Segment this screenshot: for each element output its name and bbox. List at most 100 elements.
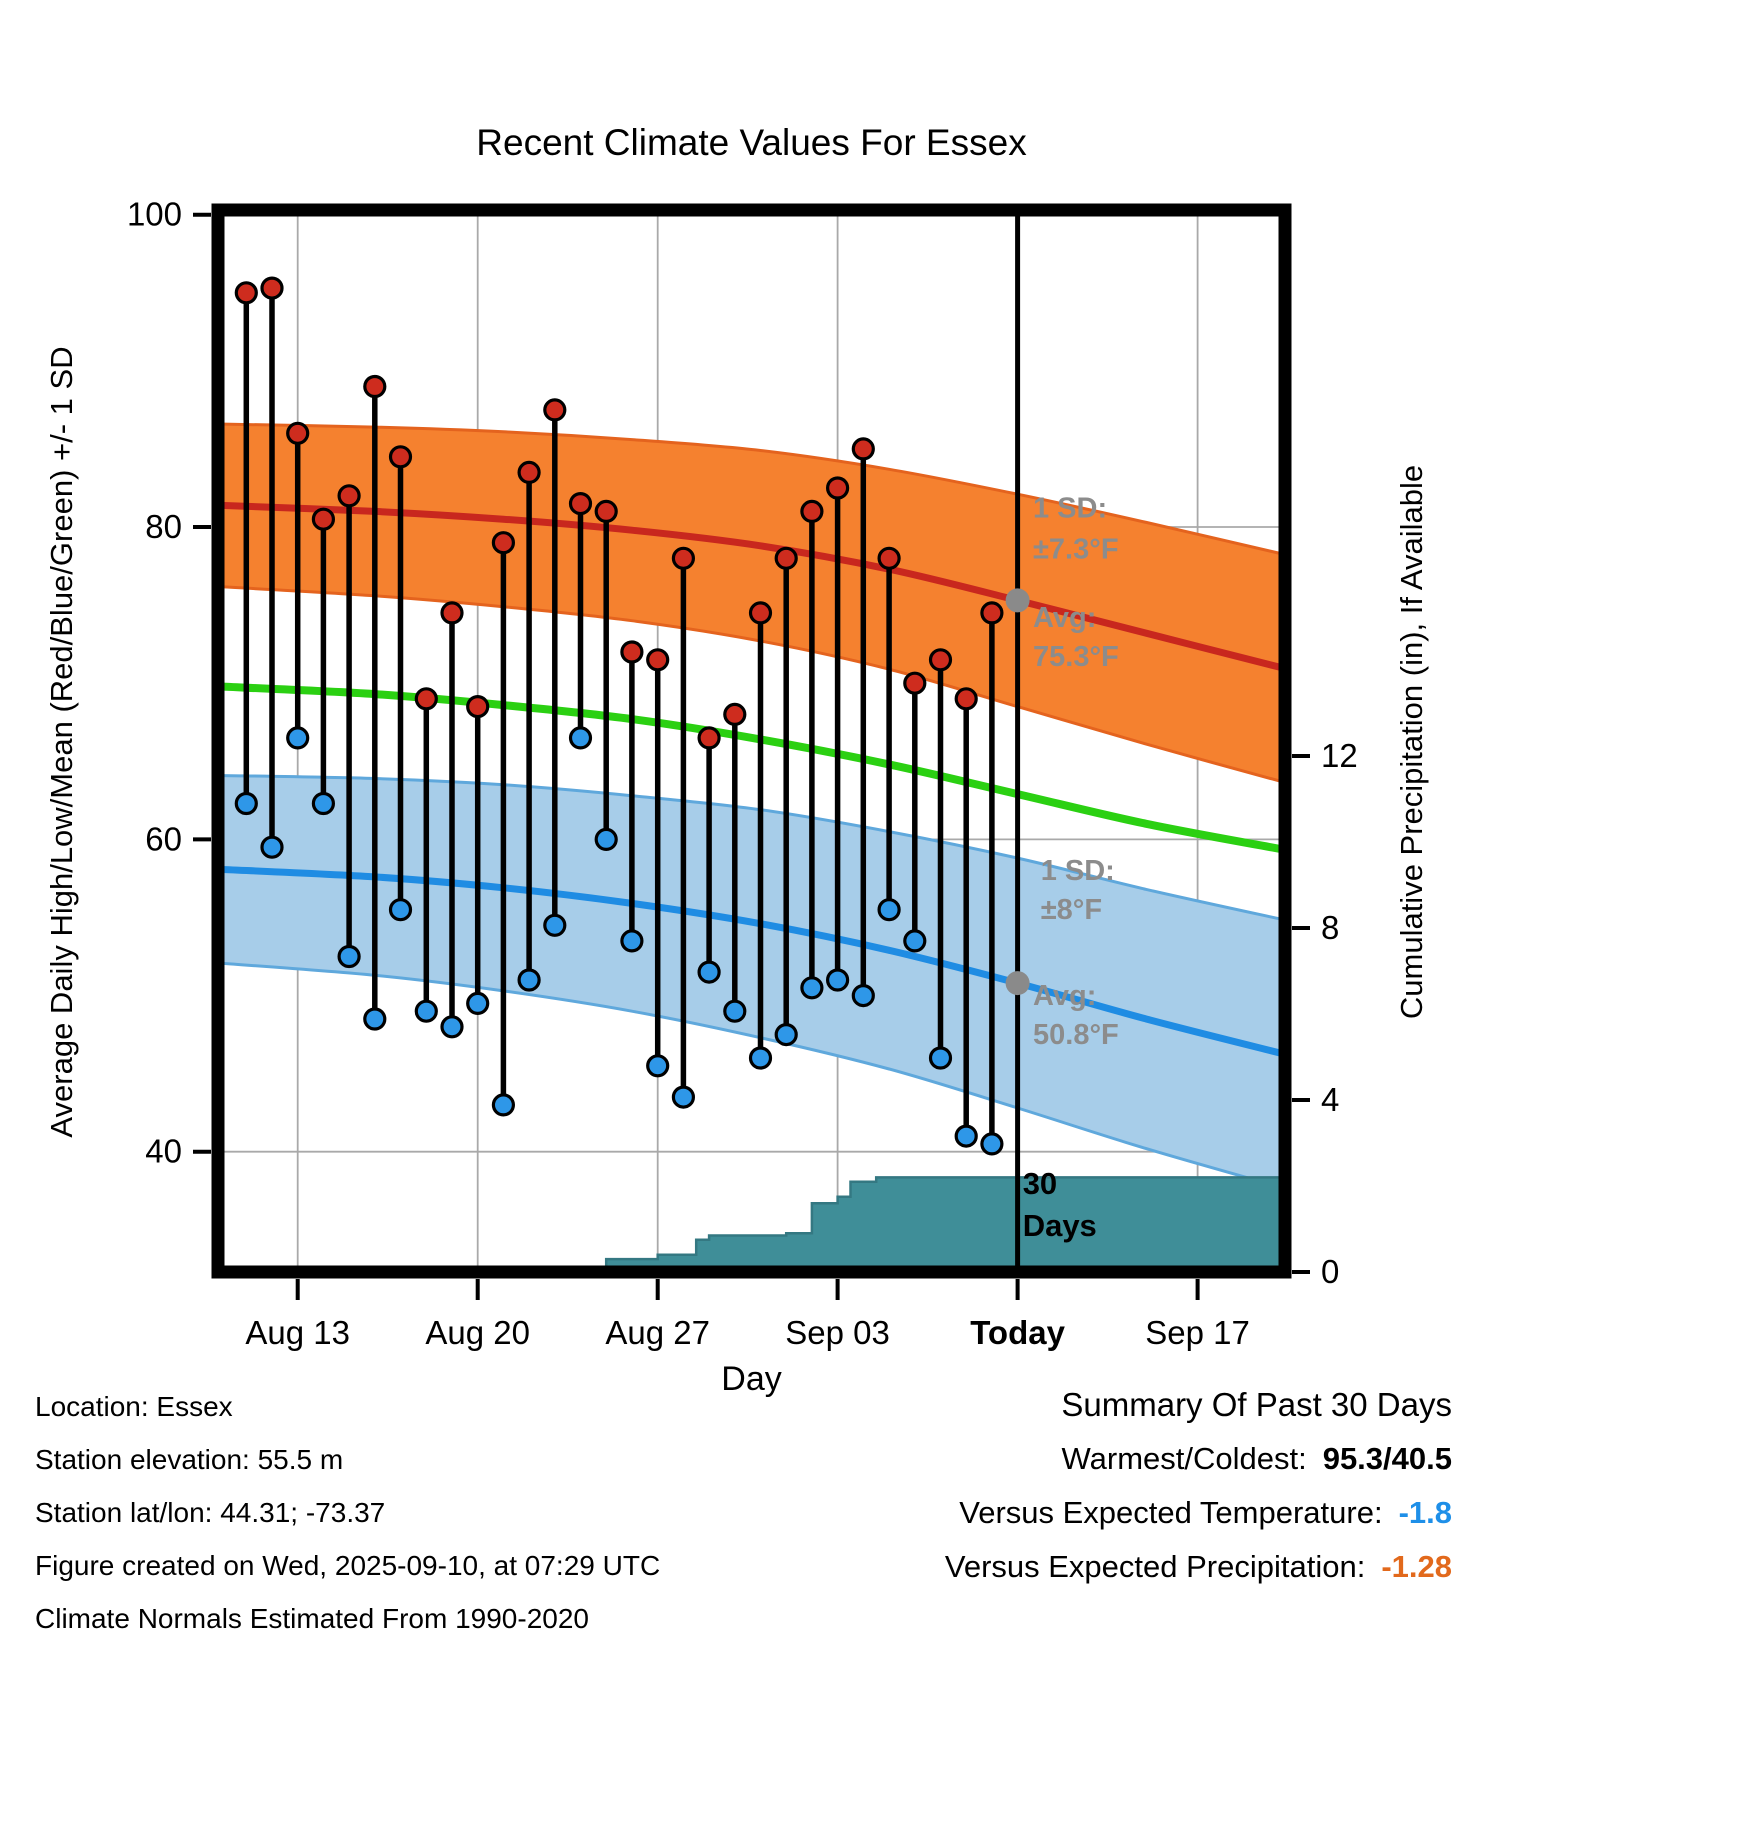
high-point	[517, 460, 541, 484]
today-avg-high-dot	[1005, 588, 1030, 613]
annotation-text: ±8°F	[1041, 894, 1102, 926]
low-point	[928, 1046, 953, 1070]
low-point	[620, 929, 644, 953]
summary-row-vs-precipitation: Versus Expected Precipitation: -1.28	[945, 1540, 1452, 1594]
high-point	[466, 694, 490, 719]
avg-high-line	[218, 501, 1285, 673]
summary-value: 95.3/40.5	[1322, 1441, 1452, 1476]
annotation-text: Avg:	[1033, 980, 1096, 1012]
y-axis-left-label: Average Daily High/Low/Mean (Red/Blue/Gr…	[44, 346, 79, 1138]
low-point	[774, 1022, 798, 1047]
axis-tick-labels: 40 60 80 100 0 4 8 12 Aug 13 Aug 20 Aug 27 Sep 03 To…	[127, 196, 1358, 1351]
temp-tick-label: 60	[145, 820, 182, 857]
high-point	[594, 499, 618, 523]
low-point	[260, 835, 284, 859]
axis-ticks	[193, 212, 1310, 1300]
x-tick-label: Aug 13	[245, 1314, 350, 1351]
chart-title: Recent Climate Values For Essex	[476, 122, 1027, 163]
low-point	[851, 983, 875, 1008]
summary-label: Versus Expected Temperature:	[959, 1495, 1383, 1530]
high-point	[414, 687, 438, 711]
low-point	[363, 1007, 387, 1031]
temp-tick-label: 80	[145, 508, 182, 545]
high-point	[877, 546, 901, 570]
station-location-line: Location: Essex	[35, 1391, 233, 1422]
x-axis-label: Day	[721, 1360, 782, 1398]
low-point	[234, 791, 258, 816]
low-point	[311, 791, 335, 816]
x-tick-label: Sep 03	[785, 1314, 890, 1351]
high-point	[748, 601, 773, 625]
low-point	[543, 913, 567, 937]
summary-label: Warmest/Coldest:	[1061, 1441, 1307, 1476]
high-point	[363, 374, 387, 399]
high-point	[954, 687, 978, 711]
high-point	[234, 281, 258, 305]
low-point	[388, 898, 413, 922]
plot-frame	[211, 203, 1292, 1279]
summary-value: -1.8	[1398, 1495, 1452, 1530]
annotation-text: 75.3°F	[1033, 641, 1119, 673]
low-point	[517, 968, 541, 992]
high-point	[980, 601, 1004, 625]
high-point	[337, 484, 361, 508]
summary-value: -1.28	[1381, 1549, 1452, 1584]
plot-area	[218, 422, 1285, 1272]
x-tick-label: Today	[970, 1314, 1065, 1351]
low-point	[440, 1015, 464, 1039]
x-tick-label: Aug 27	[605, 1314, 710, 1351]
low-point	[414, 999, 438, 1023]
climate-chart: 40 60 80 100 0 4 8 12 Aug 13 Aug 20 Aug 27 Sep 03 To…	[127, 196, 1358, 1351]
high-point	[440, 601, 464, 625]
y-axis-right-label: Cumulative Precipitation (in), If Availa…	[1394, 464, 1429, 1020]
annotation-text: 30	[1023, 1166, 1057, 1201]
summary-row-warmest-coldest: Warmest/Coldest: 95.3/40.5	[945, 1432, 1452, 1486]
annotation-text: 1 SD:	[1041, 855, 1115, 887]
low-point	[723, 999, 747, 1023]
cumulative-precip-area	[579, 1176, 1285, 1272]
temp-tick-label: 100	[127, 196, 182, 233]
station-info: Location: Essex Station elevation: 55.5 …	[35, 1380, 660, 1645]
daily-dots	[234, 276, 1004, 1156]
high-point	[774, 546, 798, 570]
high-point	[928, 648, 953, 672]
high-point	[851, 437, 875, 461]
high-point	[697, 726, 721, 750]
high-point	[543, 398, 567, 422]
station-latlon-line: Station lat/lon: 44.31; -73.37	[35, 1497, 386, 1528]
low-point	[646, 1054, 670, 1078]
low-point	[286, 726, 310, 750]
temp-tick-label: 40	[145, 1133, 182, 1170]
high-point	[260, 276, 284, 300]
annotation-text: 50.8°F	[1033, 1019, 1119, 1051]
annotations: 1 SD: ±7.3°F Avg: 75.3°F 1 SD: ±8°F Avg: 50.8°F…	[1023, 493, 1119, 1243]
low-point	[491, 1093, 515, 1117]
summary-past-30-days: Summary Of Past 30 Days Warmest/Coldest:…	[945, 1378, 1452, 1594]
precip-tick-label: 0	[1321, 1253, 1339, 1290]
low-point	[903, 929, 927, 953]
climate-normals-line: Climate Normals Estimated From 1990-2020	[35, 1603, 589, 1634]
high-point	[568, 492, 593, 516]
precip-tick-label: 8	[1321, 909, 1339, 946]
annotation-text: 1 SD:	[1033, 493, 1107, 525]
annotation-text: Avg:	[1033, 602, 1096, 634]
today-avg-low-dot	[1005, 971, 1030, 996]
summary-title: Summary Of Past 30 Days	[1061, 1386, 1452, 1423]
high-point	[646, 648, 670, 672]
low-point	[337, 944, 361, 969]
station-elevation-line: Station elevation: 55.5 m	[35, 1444, 344, 1475]
low-point	[466, 991, 490, 1016]
high-point	[286, 421, 310, 445]
high-point	[491, 531, 515, 555]
avg-high-band-top-edge	[218, 422, 1285, 557]
precip-tick-label: 12	[1321, 737, 1358, 774]
high-point	[620, 640, 644, 664]
high-point	[825, 476, 850, 500]
annotation-text: ±7.3°F	[1033, 533, 1119, 565]
low-point	[748, 1046, 773, 1070]
low-point	[877, 898, 901, 922]
high-point	[671, 546, 696, 570]
high-point	[311, 507, 335, 531]
x-tick-label: Sep 17	[1145, 1314, 1250, 1351]
daily-stems	[243, 285, 995, 1147]
